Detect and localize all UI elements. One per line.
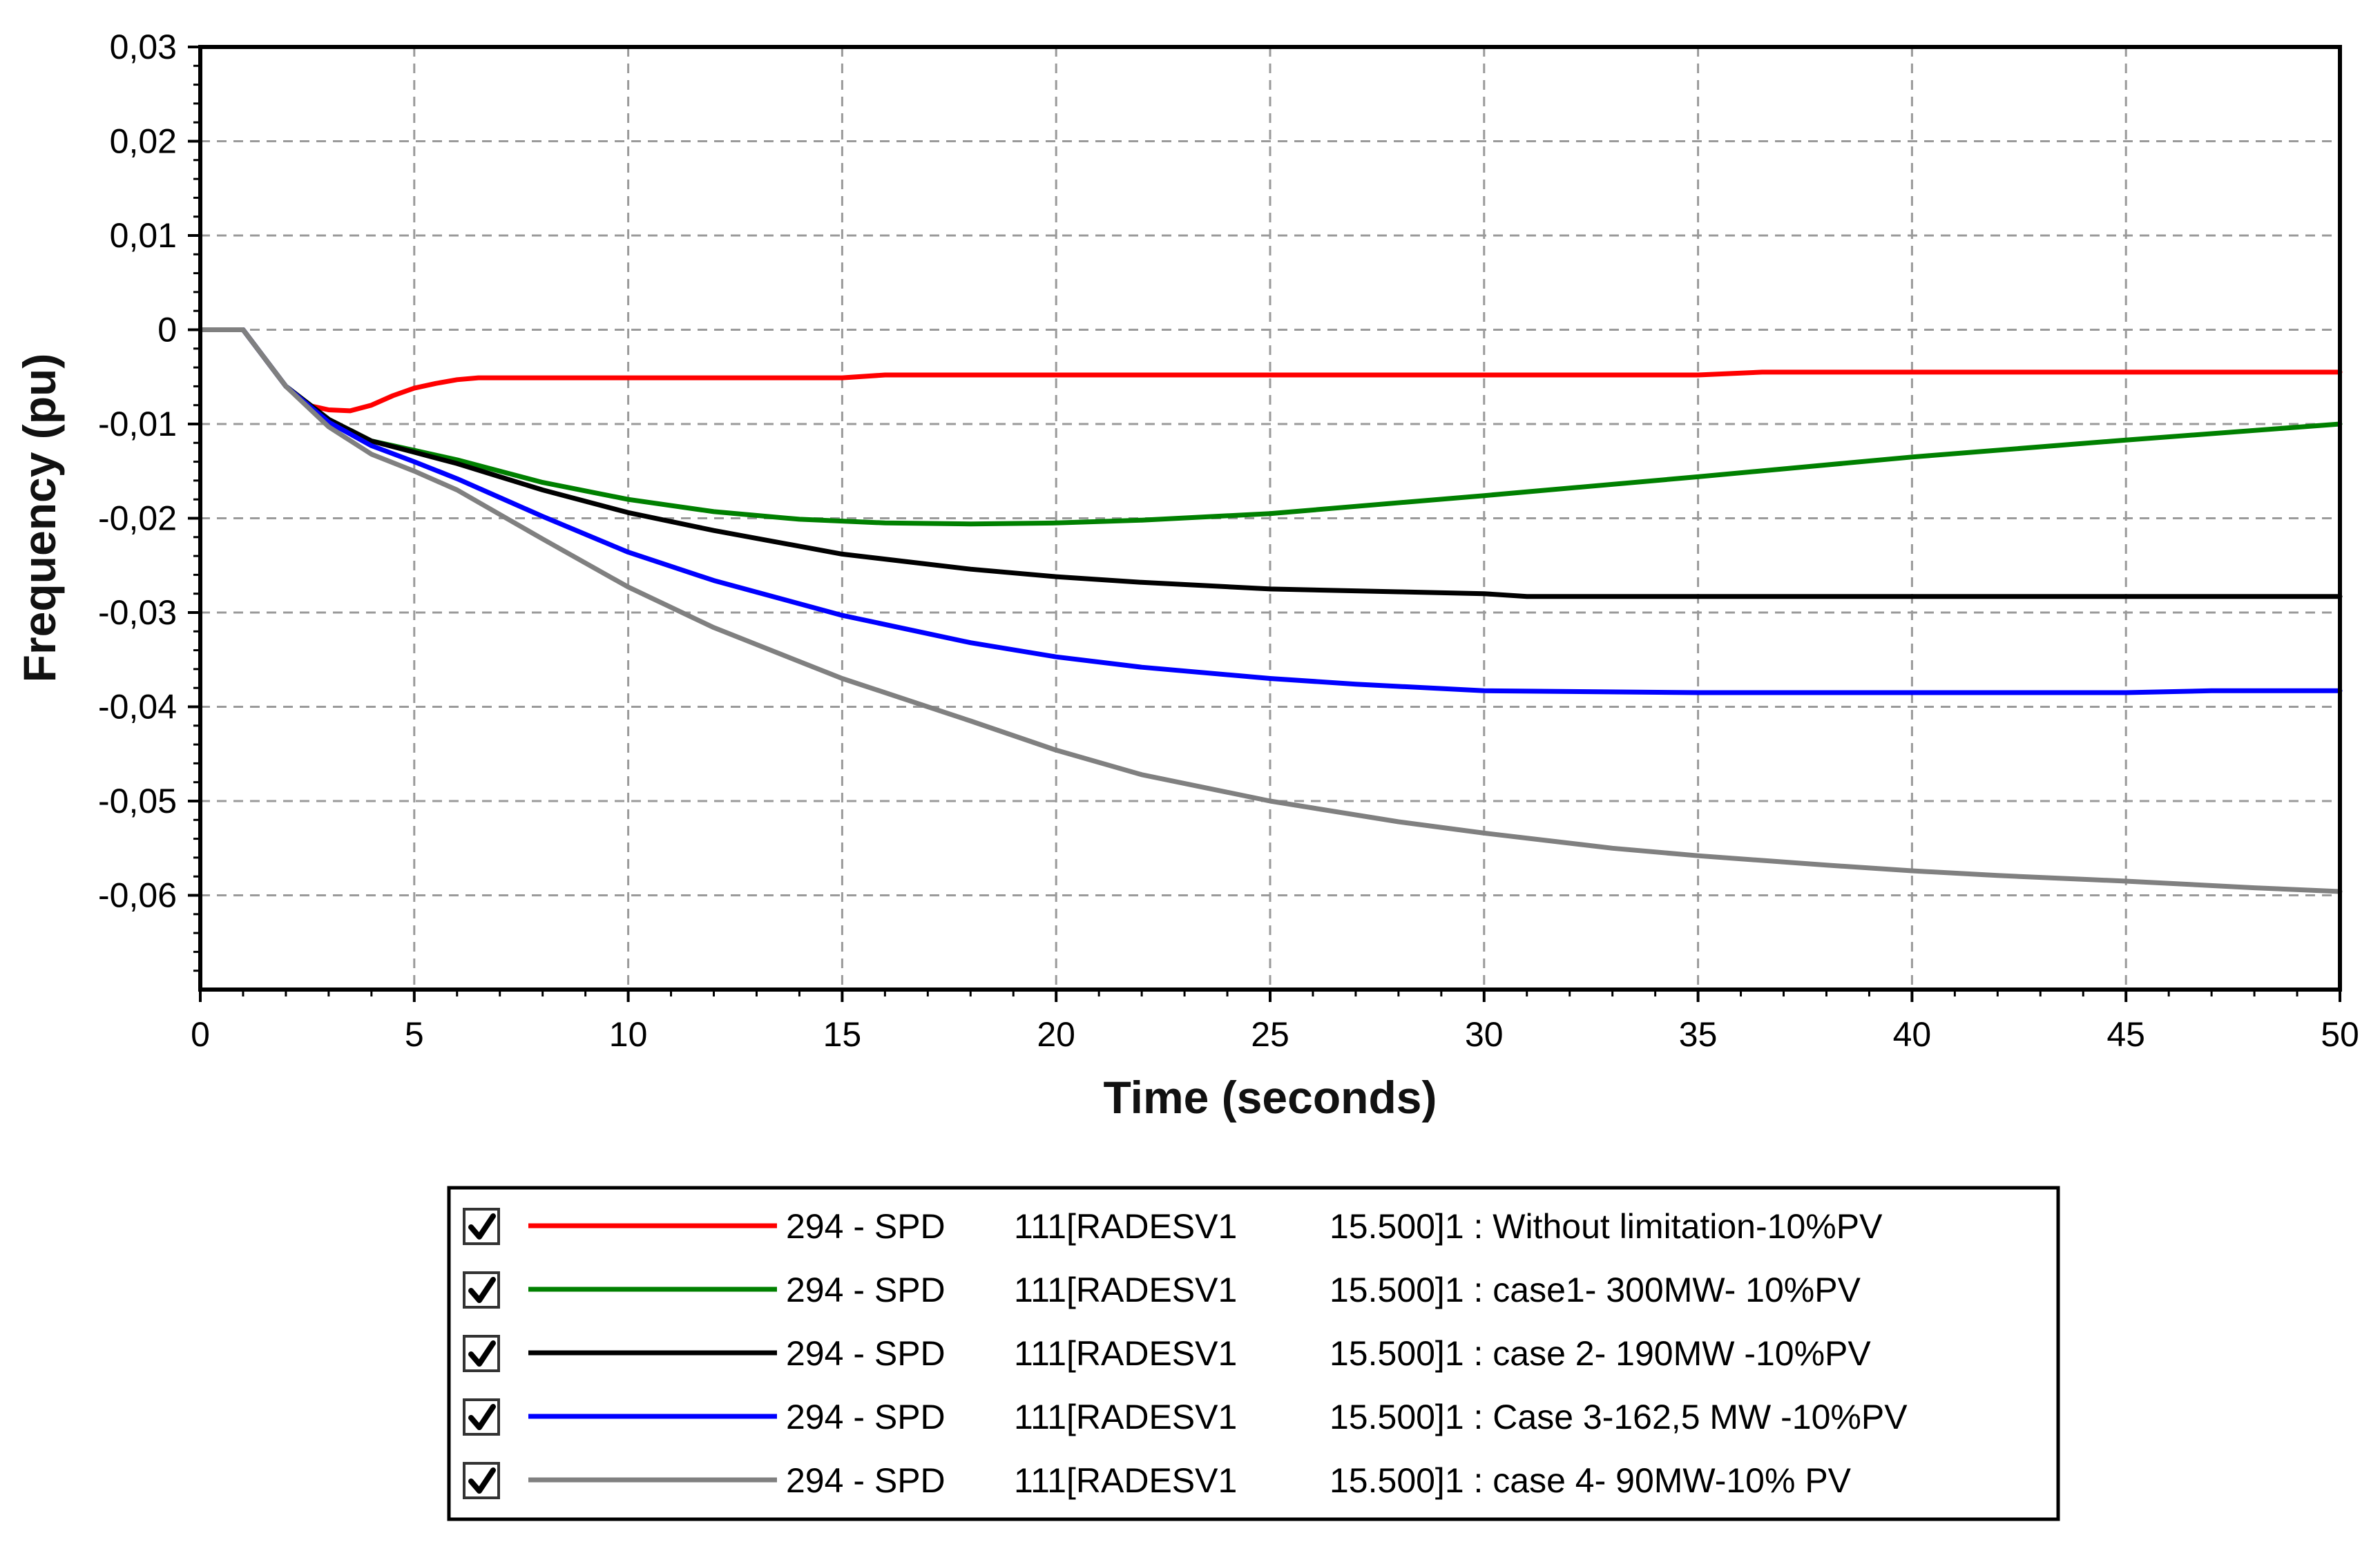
legend-row: 294 - SPD 111[RADESV1 15.500]1 : case1- 30…: [463, 1271, 1861, 1309]
checkmark-icon: [468, 1404, 496, 1430]
legend-bus-name: 111[RADESV1: [1014, 1271, 1237, 1309]
y-tick-label: 0: [157, 311, 177, 349]
checkmark-icon: [468, 1340, 496, 1367]
grid: [200, 47, 2340, 990]
series-lines: [198, 327, 2343, 894]
series-line-4: [198, 327, 2343, 695]
x-tick-label: 30: [1465, 1015, 1504, 1054]
y-tick-label: 0,01: [110, 216, 177, 255]
legend-row: 294 - SPD 111[RADESV1 15.500]1 : Without l…: [463, 1207, 1883, 1246]
x-tick-label: 40: [1893, 1015, 1932, 1054]
legend-bus-name: 111[RADESV1: [1014, 1461, 1237, 1500]
y-tick-label: -0,04: [98, 688, 177, 726]
x-axis-title: Time (seconds): [1104, 1072, 1437, 1123]
axis-ticks: 0 5 10 15 20 25 30 35 40 45 50 0,03 0,02 0,01 0 -0,01 -0…: [98, 28, 2359, 1054]
legend-series-name: 15.500]1 : Without limitation-10%PV: [1330, 1207, 1883, 1246]
y-tick-label: -0,01: [98, 405, 177, 443]
y-tick-label: -0,05: [98, 782, 177, 820]
y-tick-label: 0,03: [110, 28, 177, 66]
legend-plot-id: 294 - SPD: [786, 1271, 946, 1309]
y-tick-label: -0,06: [98, 876, 177, 915]
y-tick-label: 0,02: [110, 122, 177, 161]
x-tick-label: 35: [1679, 1015, 1718, 1054]
x-tick-label: 20: [1037, 1015, 1075, 1054]
legend-series-name: 15.500]1 : case 2- 190MW -10%PV: [1330, 1334, 1871, 1373]
checkmark-icon: [468, 1467, 496, 1494]
legend-bus-name: 111[RADESV1: [1014, 1207, 1237, 1246]
legend-plot-id: 294 - SPD: [786, 1334, 946, 1373]
legend-bus-name: 111[RADESV1: [1014, 1398, 1237, 1436]
checkmark-icon: [468, 1277, 496, 1303]
checkmark-icon: [468, 1213, 496, 1240]
legend-series-name: 15.500]1 : case 4- 90MW-10% PV: [1330, 1461, 1852, 1500]
legend-plot-id: 294 - SPD: [786, 1398, 946, 1436]
x-tick-label: 45: [2107, 1015, 2145, 1054]
legend-bus-name: 111[RADESV1: [1014, 1334, 1237, 1373]
x-tick-label: 15: [823, 1015, 862, 1054]
legend-series-name: 15.500]1 : Case 3-162,5 MW -10%PV: [1330, 1398, 1908, 1436]
x-tick-label: 5: [405, 1015, 424, 1054]
y-tick-label: -0,02: [98, 499, 177, 538]
legend: 294 - SPD 111[RADESV1 15.500]1 : Without l…: [447, 1186, 2060, 1521]
legend-row: 294 - SPD 111[RADESV1 15.500]1 : Case 3-16…: [463, 1398, 1908, 1436]
y-axis-title: Frequency (pu): [14, 354, 65, 683]
legend-series-name: 15.500]1 : case1- 300MW- 10%PV: [1330, 1271, 1861, 1309]
legend-plot-id: 294 - SPD: [786, 1207, 946, 1246]
x-tick-label: 0: [191, 1015, 210, 1054]
x-tick-label: 10: [609, 1015, 648, 1054]
legend-row: 294 - SPD 111[RADESV1 15.500]1 : case 2- 1…: [463, 1334, 1871, 1373]
x-tick-label: 25: [1251, 1015, 1289, 1054]
series-line-5: [198, 327, 2343, 894]
x-tick-label: 50: [2321, 1015, 2359, 1054]
legend-row: 294 - SPD 111[RADESV1 15.500]1 : case 4- 9…: [463, 1461, 1852, 1500]
y-tick-label: -0,03: [98, 593, 177, 632]
legend-plot-id: 294 - SPD: [786, 1461, 946, 1500]
